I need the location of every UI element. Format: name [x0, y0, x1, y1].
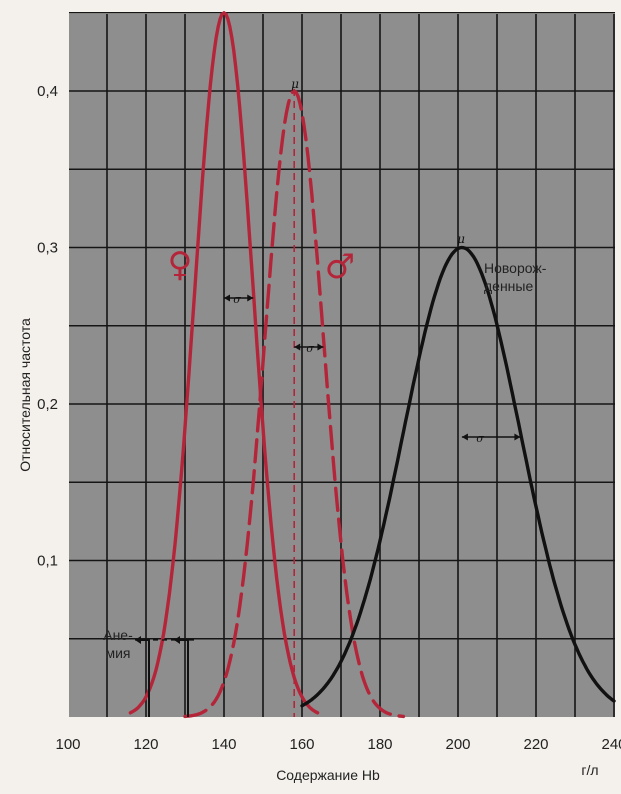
- newborn-label-line1: Новорож-: [484, 260, 547, 276]
- female-sigma-arrow-head-left: [224, 294, 230, 302]
- x-tick-label: 140: [211, 736, 236, 753]
- x-tick-label: 220: [523, 736, 548, 753]
- anemia-threshold-female: [139, 639, 150, 717]
- tick-labels: 100 120 140 160 180 200 220 240 0,1 0,2 0,3 0,4: [37, 83, 621, 753]
- x-axis-title: Содержание Hb: [276, 767, 380, 783]
- newborn-sigma-arrow-head-left: [461, 433, 468, 441]
- male-symbol: ♂: [325, 247, 355, 287]
- plot-area: [69, 14, 615, 717]
- y-tick-label: 0,4: [37, 83, 58, 100]
- male-mean-mu-label: μ: [291, 77, 299, 91]
- x-tick-label: 160: [289, 736, 314, 753]
- series-line-1: [128, 11, 320, 715]
- anemia-threshold-male: [178, 639, 189, 717]
- y-tick-label: 0,3: [37, 240, 58, 257]
- newborn-sigma-label: σ: [476, 432, 484, 445]
- y-axis-title: Относительная частота: [17, 318, 33, 472]
- x-tick-label: 200: [445, 736, 470, 753]
- anemia-label-line2: мия: [105, 645, 130, 661]
- series-line-3: [300, 245, 616, 708]
- grid: [69, 11, 615, 717]
- x-tick-label: 120: [133, 736, 158, 753]
- anemia-threshold-female-arrowhead: [135, 636, 141, 644]
- anemia-label-line1: Ане-: [103, 627, 133, 643]
- x-axis-unit: г/л: [581, 762, 598, 778]
- x-tick-label: 180: [367, 736, 392, 753]
- newborn-sigma-arrow-head-right: [514, 433, 521, 441]
- x-tick-label: 100: [55, 736, 80, 753]
- female-symbol: ♀: [168, 245, 193, 285]
- male-sigma-arrow-head-right: [317, 343, 324, 351]
- x-tick-label: 240: [601, 736, 621, 753]
- female-sigma-label: σ: [233, 293, 241, 306]
- male-sigma-arrow-head-left: [294, 343, 301, 351]
- newborn-mean-mu-label: μ: [457, 232, 465, 246]
- marker-group: [135, 89, 521, 717]
- y-tick-label: 0,2: [37, 396, 58, 413]
- newborn-label-line2: денные: [484, 278, 533, 294]
- anemia-threshold-male-arrowhead: [174, 636, 180, 644]
- y-tick-label: 0,1: [37, 553, 58, 570]
- male-sigma-label: σ: [306, 342, 314, 355]
- female-sigma-arrow-head-right: [247, 294, 254, 302]
